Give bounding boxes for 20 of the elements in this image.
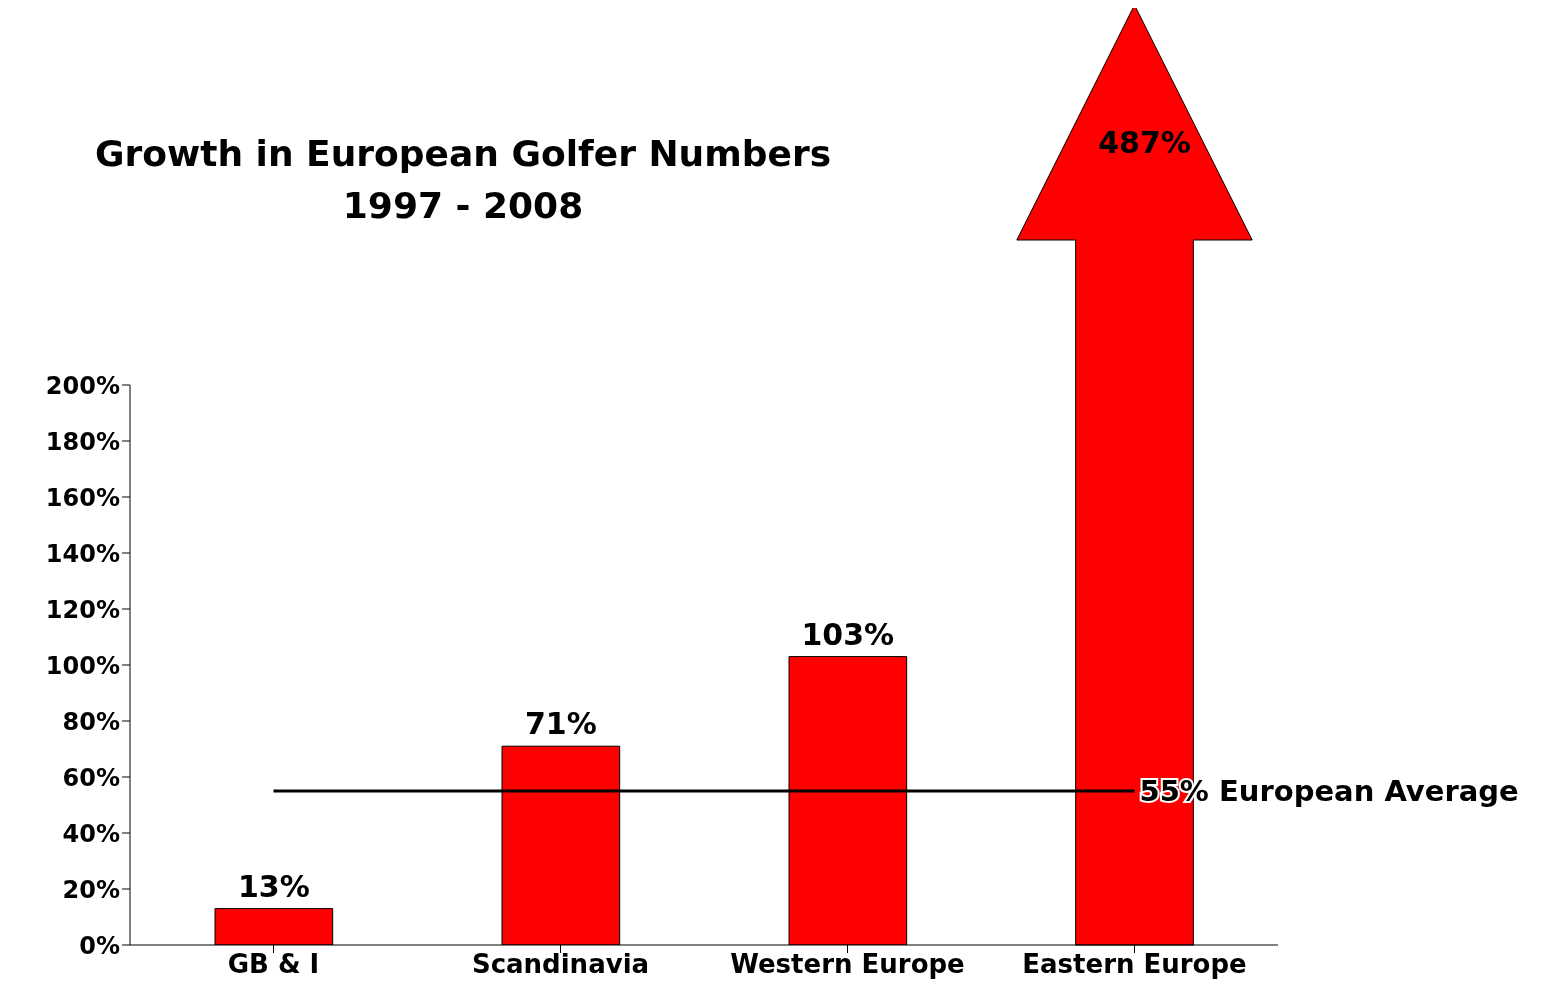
x-tick-label: Eastern Europe <box>1022 949 1247 980</box>
x-tick-label: Scandinavia <box>471 949 650 980</box>
x-tick-label: Western Europe <box>730 949 965 980</box>
chart-title: Growth in European Golfer Numbers 1997 - 2008 <box>93 132 833 228</box>
y-tick-label: 60% <box>62 763 120 792</box>
y-tick-label: 80% <box>62 707 120 736</box>
y-tick-label: 40% <box>62 819 120 848</box>
text: 487% <box>1098 125 1191 160</box>
y-tick-label: 160% <box>45 483 120 512</box>
y-tick-label: 120% <box>45 595 120 624</box>
y-tick-label: 0% <box>79 931 120 960</box>
y-tick-label: 140% <box>45 539 120 568</box>
x-tick-label: GB & I <box>227 949 320 980</box>
y-tick-label: 20% <box>62 875 120 904</box>
data-label: 103% <box>801 616 895 652</box>
data-label: 71% <box>524 706 597 742</box>
data-label: 13% <box>237 868 310 904</box>
y-tick-label: 200% <box>45 371 120 400</box>
y-tick-label: 180% <box>45 427 120 456</box>
y-tick-label: 100% <box>45 651 120 680</box>
